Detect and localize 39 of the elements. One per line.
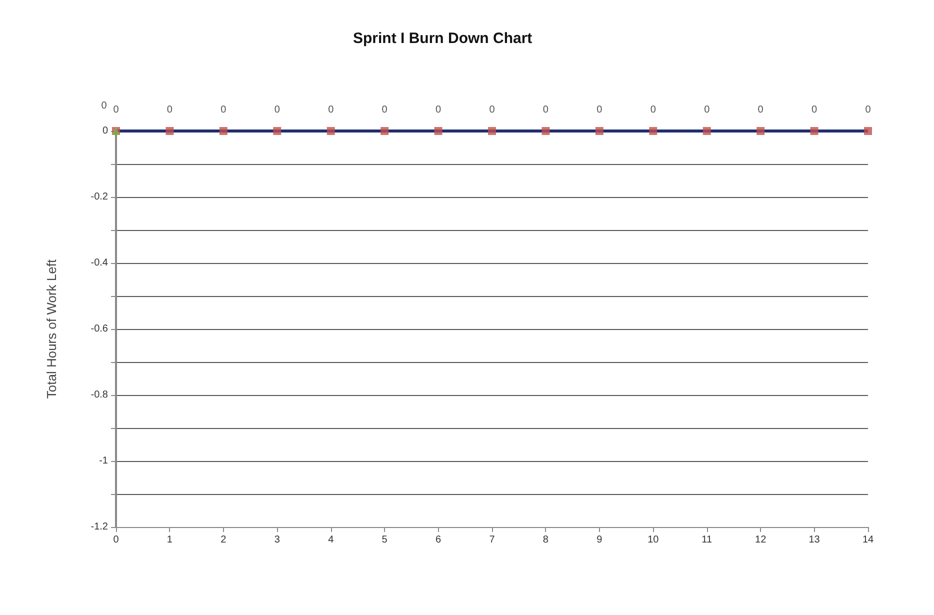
data-label: 0 — [220, 104, 227, 116]
y-tick-label: -0.8 — [90, 390, 108, 400]
data-label: 0 — [704, 104, 710, 116]
y-tick-label: 0 — [102, 126, 108, 136]
data-label: 0 — [596, 104, 603, 116]
data-label: 0 — [382, 104, 388, 116]
data-label: 0 — [865, 104, 872, 116]
x-tick-label: 9 — [596, 534, 603, 546]
x-tick-label: 13 — [808, 534, 820, 546]
y-tick-label: -0.2 — [90, 192, 108, 202]
data-label: 0 — [166, 104, 173, 116]
x-tick-label: 5 — [382, 534, 388, 546]
x-tick-label: 11 — [702, 534, 712, 546]
data-label: 0 — [758, 104, 764, 116]
x-tick-label: 1 — [166, 534, 173, 546]
data-label: 0 — [542, 104, 549, 116]
chart-title: Sprint I Burn Down Chart — [353, 30, 532, 47]
y-tick-label: -0.6 — [90, 324, 108, 334]
x-tick-label: 7 — [489, 534, 496, 546]
data-label: 0 — [436, 104, 442, 116]
y-tick-label: -1.2 — [90, 522, 108, 532]
data-label: 0 — [489, 104, 496, 116]
x-tick-label: 3 — [274, 534, 280, 546]
data-label: 0 — [274, 104, 280, 116]
data-label: 0 — [812, 104, 818, 116]
y-axis-title: Total Hours of Work Left — [44, 259, 59, 399]
x-tick-label: 2 — [220, 534, 227, 546]
data-label: 0 — [328, 104, 334, 116]
x-tick-label: 6 — [436, 534, 442, 546]
x-tick-label: 8 — [542, 534, 549, 546]
y-tick-label: -0.4 — [90, 258, 108, 268]
x-tick-label: 0 — [113, 534, 120, 546]
data-label: 0 — [113, 104, 120, 116]
x-tick-label: 4 — [328, 534, 334, 546]
data-label: 0 — [650, 104, 656, 116]
x-tick-label: 14 — [862, 534, 874, 546]
y-tick-label: -1 — [99, 456, 108, 466]
x-tick-label: 10 — [648, 534, 660, 546]
x-tick-label: 12 — [755, 534, 767, 546]
